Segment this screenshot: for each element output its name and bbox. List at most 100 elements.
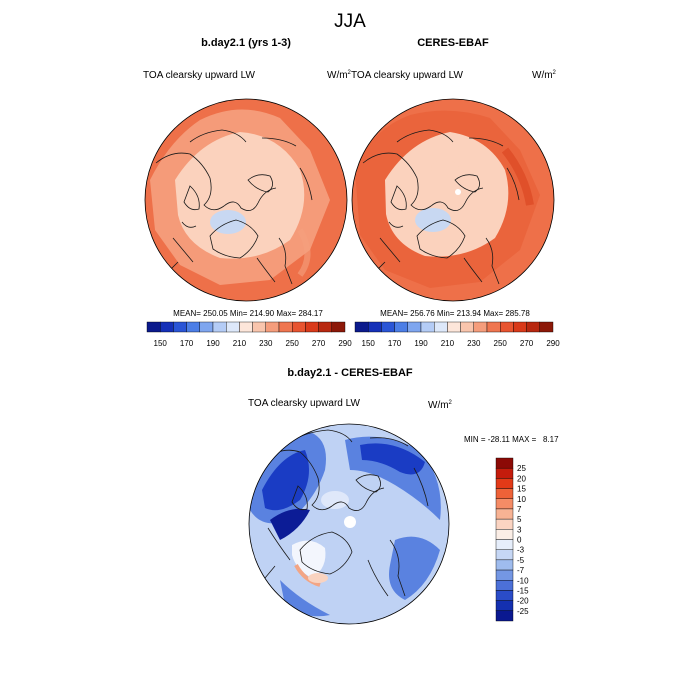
panel-obs-units: W/m2	[532, 70, 557, 81]
panel-obs-variable: TOA clearsky upward LW	[351, 70, 463, 81]
panel-model-units: W/m2	[327, 70, 352, 81]
colorbar-swatch	[252, 321, 267, 333]
colorbar-swatch	[495, 559, 514, 571]
colorbar-swatch	[495, 478, 514, 489]
colorbar-tick-label: 210	[441, 339, 455, 348]
colorbar-swatch	[495, 457, 514, 469]
colorbar-tick-label: -25	[517, 607, 529, 616]
colorbar-swatch	[212, 321, 227, 333]
colorbar-swatch	[292, 321, 306, 333]
panel-model-colorbar-ticks: 150 170 190 210 230 250 270 290	[154, 339, 353, 348]
panel-model: b.day2.1 (yrs 1-3) TOA clearsky upward L…	[143, 37, 353, 348]
colorbar-swatch	[495, 529, 514, 540]
colorbar-swatch	[407, 321, 422, 333]
panel-obs-title: CERES-EBAF	[417, 37, 489, 49]
colorbar-swatch	[513, 321, 527, 333]
panel-obs-colorbar	[354, 321, 554, 333]
panel-model-title: b.day2.1 (yrs 1-3)	[201, 37, 291, 49]
colorbar-swatch	[381, 321, 395, 333]
colorbar-swatch	[239, 321, 253, 333]
panel-model-stats: MEAN= 250.05 Min= 214.90 Max= 284.17	[173, 309, 323, 318]
colorbar-tick-label: 20	[517, 474, 526, 483]
colorbar-swatch	[146, 321, 161, 333]
colorbar-tick-label: -15	[517, 586, 529, 595]
panel-diff-variable: TOA clearsky upward LW	[248, 398, 360, 409]
colorbar-tick-label: 3	[517, 525, 522, 534]
panel-model-coastlines	[155, 129, 313, 285]
colorbar-swatch	[354, 321, 369, 333]
colorbar-swatch	[495, 549, 514, 561]
colorbar-tick-label: -20	[517, 597, 529, 606]
colorbar-tick-label: 290	[338, 339, 352, 348]
panel-obs-colorbar-ticks: 150 170 190 210 230 250 270 290	[362, 339, 561, 348]
panel-diff-map	[249, 424, 449, 624]
panel-obs-map	[352, 99, 554, 301]
colorbar-swatch	[265, 321, 280, 333]
colorbar-tick-label: -7	[517, 566, 525, 575]
panel-diff-units: W/m2	[428, 400, 453, 411]
colorbar-swatch	[526, 321, 540, 333]
colorbar-tick-label: 230	[467, 339, 481, 348]
colorbar-swatch	[159, 321, 174, 333]
colorbar-tick-label: 190	[414, 339, 428, 348]
colorbar-tick-label: 5	[517, 515, 522, 524]
colorbar-swatch	[368, 321, 382, 333]
colorbar-swatch	[199, 321, 214, 333]
colorbar-swatch	[500, 321, 514, 333]
colorbar-tick-label: 190	[206, 339, 220, 348]
colorbar-tick-label: -3	[517, 546, 525, 555]
colorbar-swatch	[539, 321, 554, 333]
colorbar-tick-label: 270	[520, 339, 534, 348]
colorbar-tick-label: 210	[233, 339, 247, 348]
panel-obs-map-border	[351, 98, 555, 302]
colorbar-swatch	[331, 321, 346, 333]
colorbar-tick-label: 10	[517, 495, 526, 504]
panel-diff-title: b.day2.1 - CERES-EBAF	[287, 367, 413, 379]
colorbar-swatch	[495, 539, 514, 550]
panel-diff-stats: MIN = -28.11 MAX = 8.17	[464, 435, 559, 444]
colorbar-swatch	[420, 321, 435, 333]
colorbar-swatch	[394, 321, 409, 333]
panel-diff-map-border	[248, 423, 450, 625]
colorbar-tick-label: 170	[180, 339, 194, 348]
colorbar-swatch	[318, 321, 333, 333]
colorbar-tick-label: -10	[517, 576, 529, 585]
colorbar-tick-label: 15	[517, 485, 526, 494]
colorbar-swatch	[495, 508, 514, 520]
colorbar-tick-label: 230	[259, 339, 273, 348]
colorbar-swatch	[495, 498, 514, 510]
panel-obs: CERES-EBAF TOA clearsky upward LW W/m2 M…	[351, 37, 561, 348]
season-title: JJA	[334, 11, 366, 32]
colorbar-swatch	[460, 321, 475, 333]
colorbar-tick-label: 150	[362, 339, 376, 348]
colorbar-swatch	[495, 488, 514, 499]
colorbar-tick-label: 250	[494, 339, 508, 348]
colorbar-swatch	[173, 321, 187, 333]
colorbar-tick-label: 250	[286, 339, 300, 348]
colorbar-swatch	[495, 610, 514, 622]
panel-model-colorbar	[146, 321, 346, 333]
colorbar-swatch	[447, 321, 461, 333]
panel-model-variable: TOA clearsky upward LW	[143, 70, 255, 81]
panel-model-map	[145, 99, 347, 301]
colorbar-swatch	[186, 321, 201, 333]
panel-obs-stats: MEAN= 256.76 Min= 213.94 Max= 285.78	[380, 309, 530, 318]
colorbar-swatch	[486, 321, 501, 333]
colorbar-swatch	[495, 590, 514, 601]
colorbar-tick-label: 170	[388, 339, 402, 348]
colorbar-tick-label: 0	[517, 536, 522, 545]
colorbar-swatch	[305, 321, 319, 333]
colorbar-swatch	[434, 321, 448, 333]
colorbar-tick-label: 7	[517, 505, 522, 514]
colorbar-swatch	[495, 600, 514, 612]
colorbar-swatch	[495, 569, 514, 581]
colorbar-swatch	[495, 518, 514, 530]
colorbar-tick-label: 270	[312, 339, 326, 348]
colorbar-swatch	[495, 580, 514, 591]
panel-model-map-border	[144, 98, 348, 302]
colorbar-swatch	[225, 321, 240, 333]
colorbar-tick-label: 150	[154, 339, 168, 348]
colorbar-tick-label: 290	[546, 339, 560, 348]
